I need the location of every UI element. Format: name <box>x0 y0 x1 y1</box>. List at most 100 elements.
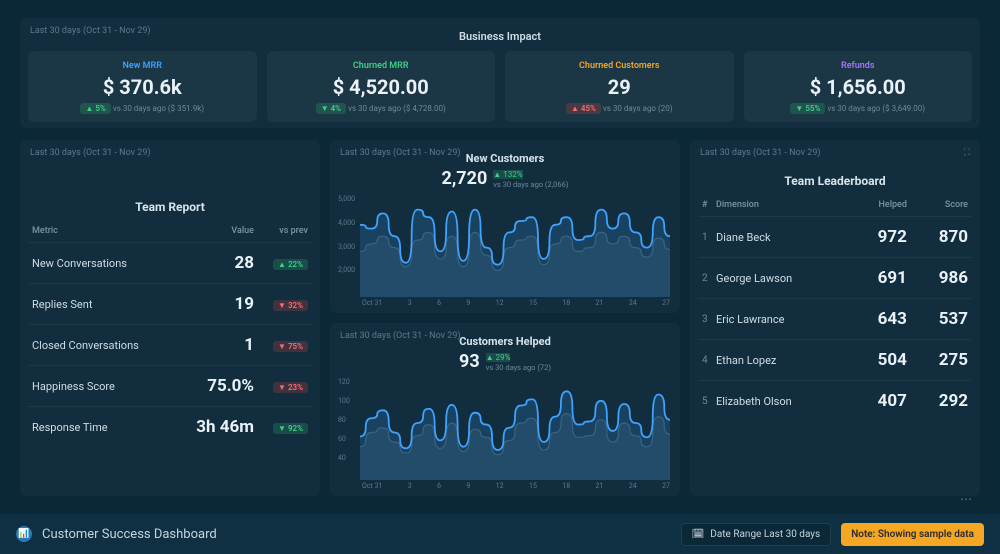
kpi-title: New MRR <box>32 61 253 71</box>
x-tick: 15 <box>529 482 537 490</box>
x-tick: 21 <box>596 482 604 490</box>
helped-value: 972 <box>850 217 911 258</box>
team-report-body: New Conversations28▲ 22%Replies Sent19▼ … <box>28 243 312 448</box>
col-score: Score <box>911 194 972 217</box>
x-tick: 21 <box>596 299 604 307</box>
y-tick: 60 <box>338 435 346 443</box>
table-row[interactable]: 5Elizabeth Olson407292 <box>698 381 972 422</box>
date-range-label: Last 30 days (Oct 31 - Nov 29) <box>30 148 151 158</box>
x-tick: 12 <box>496 299 504 307</box>
x-tick: 12 <box>496 482 504 490</box>
metric-value: 19 <box>174 284 258 325</box>
leaderboard-title: Team Leaderboard <box>690 174 980 188</box>
helped-value: 691 <box>850 258 911 299</box>
sample-data-note: Note: Showing sample data <box>841 523 984 546</box>
y-tick: 5,000 <box>338 195 355 203</box>
y-tick: 100 <box>338 397 350 405</box>
table-row[interactable]: 2George Lawson691986 <box>698 258 972 299</box>
metric-name: Response Time <box>28 407 174 448</box>
date-range-button[interactable]: 🗓 Date Range Last 30 days <box>681 523 832 546</box>
delta-pill: ▼ 75% <box>273 341 308 352</box>
table-row[interactable]: Replies Sent19▼ 32% <box>28 284 312 325</box>
leaderboard-table: # Dimension Helped Score 1Diane Beck9728… <box>698 194 972 421</box>
x-tick: Oct 31 <box>362 482 382 490</box>
x-tick: 18 <box>562 482 570 490</box>
kpi-title: Churned MRR <box>271 61 492 71</box>
table-row[interactable]: Closed Conversations1▼ 75% <box>28 325 312 366</box>
x-tick: 3 <box>408 299 412 307</box>
score-value: 986 <box>911 258 972 299</box>
col-vsprev: vs prev <box>258 220 312 243</box>
kpi-title: Refunds <box>748 61 969 71</box>
team-report-title: Team Report <box>20 200 320 214</box>
x-tick: 27 <box>662 299 670 307</box>
score-value: 870 <box>911 217 972 258</box>
chart-value: 93 <box>459 351 480 372</box>
table-row[interactable]: Response Time3h 46m▼ 92% <box>28 407 312 448</box>
metric-value: 3h 46m <box>174 407 258 448</box>
leaderboard-body: 1Diane Beck9728702George Lawson6919863Er… <box>698 217 972 422</box>
chart-value: 2,720 <box>442 168 488 189</box>
metric-delta: ▲ 22% <box>258 243 312 284</box>
helped-value: 643 <box>850 299 911 340</box>
y-tick: 120 <box>338 378 350 386</box>
member-name: Diane Beck <box>712 217 850 258</box>
date-range-label: Last 30 days (Oct 31 - Nov 29) <box>700 148 821 158</box>
y-tick: 3,000 <box>338 243 355 251</box>
x-tick: 9 <box>466 299 470 307</box>
kpi-card[interactable]: Churned Customers29▲ 45% vs 30 days ago … <box>505 51 734 122</box>
charts-column: Last 30 days (Oct 31 - Nov 29) New Custo… <box>330 140 680 506</box>
business-impact-panel: Last 30 days (Oct 31 - Nov 29) Business … <box>20 18 980 128</box>
kpi-sub: ▼ 55% vs 30 days ago ($ 3,649.00) <box>748 103 969 114</box>
helped-value: 407 <box>850 381 911 422</box>
table-row[interactable]: 1Diane Beck972870 <box>698 217 972 258</box>
x-tick: 6 <box>437 299 441 307</box>
y-tick: 80 <box>338 416 346 424</box>
chart-delta: ▲ 132% <box>493 170 522 179</box>
calendar-icon: 🗓 <box>692 529 705 540</box>
table-row[interactable]: New Conversations28▲ 22% <box>28 243 312 284</box>
rank: 1 <box>698 217 712 258</box>
new-customers-chart: Last 30 days (Oct 31 - Nov 29) New Custo… <box>330 140 680 313</box>
y-tick: 4,000 <box>338 219 355 227</box>
col-value: Value <box>174 220 258 243</box>
score-value: 537 <box>911 299 972 340</box>
kpi-card[interactable]: Refunds$ 1,656.00▼ 55% vs 30 days ago ($… <box>744 51 973 122</box>
member-name: Elizabeth Olson <box>712 381 850 422</box>
member-name: Ethan Lopez <box>712 340 850 381</box>
rank: 4 <box>698 340 712 381</box>
table-row[interactable]: 3Eric Lawrance643537 <box>698 299 972 340</box>
kpi-sub: ▼ 4% vs 30 days ago ($ 4,728.00) <box>271 103 492 114</box>
team-report-panel: Last 30 days (Oct 31 - Nov 29) Team Repo… <box>20 140 320 496</box>
kpi-value: $ 370.6k <box>32 75 253 99</box>
line-chart <box>360 202 670 297</box>
delta-pill: ▼ 4% <box>316 103 346 114</box>
more-icon[interactable]: ⋯ <box>960 492 972 506</box>
delta-pill: ▲ 5% <box>80 103 110 114</box>
expand-icon[interactable]: ⛶ <box>964 148 970 158</box>
kpi-title: Churned Customers <box>509 61 730 71</box>
x-tick: 27 <box>662 482 670 490</box>
footer-bar: 📊 Customer Success Dashboard 🗓 Date Rang… <box>0 514 1000 554</box>
customers-helped-chart: Last 30 days (Oct 31 - Nov 29) Customers… <box>330 323 680 496</box>
metric-value: 1 <box>174 325 258 366</box>
x-tick: 24 <box>629 299 637 307</box>
table-row[interactable]: 4Ethan Lopez504275 <box>698 340 972 381</box>
x-tick: 18 <box>562 299 570 307</box>
delta-pill: ▼ 55% <box>790 103 825 114</box>
metric-delta: ▼ 75% <box>258 325 312 366</box>
kpi-card[interactable]: New MRR $ 370.6k ▲ 5% vs 30 days ago ($ 35… <box>28 51 257 122</box>
x-tick: 6 <box>437 482 441 490</box>
y-tick: 40 <box>338 454 346 462</box>
x-tick: Oct 31 <box>362 299 382 307</box>
table-row[interactable]: Happiness Score75.0%▼ 23% <box>28 366 312 407</box>
kpi-sub: ▲ 5% vs 30 days ago ($ 351.9k) <box>32 103 253 114</box>
kpi-card[interactable]: Churned MRR$ 4,520.00▼ 4% vs 30 days ago… <box>267 51 496 122</box>
delta-pill: ▲ 45% <box>566 103 601 114</box>
col-helped: Helped <box>850 194 911 217</box>
chart-sub: vs 30 days ago (72) <box>486 363 551 372</box>
delta-pill: ▲ 22% <box>273 259 308 270</box>
col-metric: Metric <box>28 220 174 243</box>
dashboard-icon: 📊 <box>16 526 32 542</box>
x-tick: 24 <box>629 482 637 490</box>
